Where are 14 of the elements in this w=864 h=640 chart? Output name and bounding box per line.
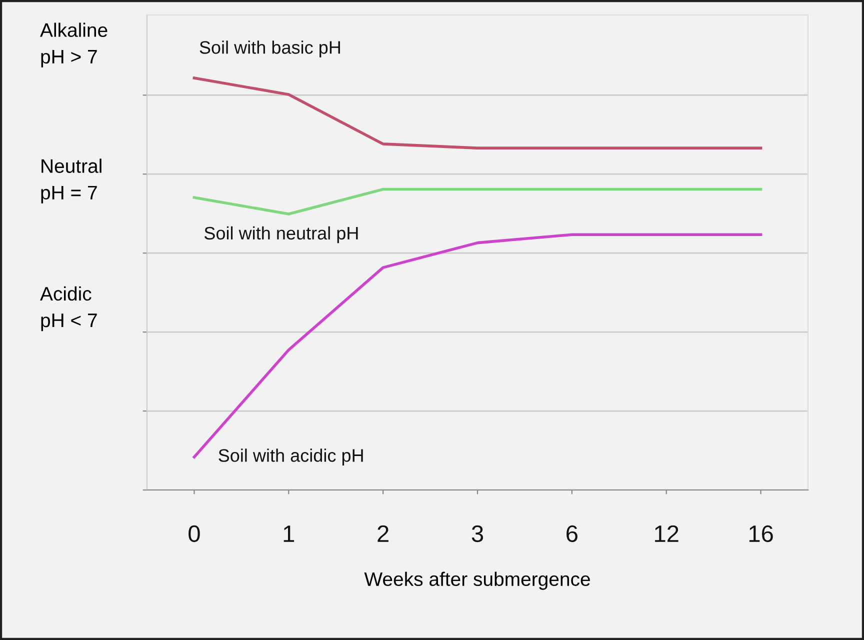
series-label: Soil with neutral pH <box>204 226 358 244</box>
x-tick-label: 1 <box>284 526 294 542</box>
series-label: Soil with basic pH <box>200 40 340 58</box>
x-tick-label: 6 <box>566 525 578 542</box>
x-tick-label: 2 <box>378 525 388 542</box>
x-tick-label: 0 <box>188 525 200 542</box>
text: Alkaline pH > 7 <box>40 22 108 68</box>
text: Neutral pH = 7 <box>41 158 102 204</box>
series-label: Soil with acidic pH <box>218 448 363 466</box>
x-tick-label: 16 <box>749 525 773 542</box>
text: Acidic pH < 7 <box>40 286 97 332</box>
x-tick-label: 12 <box>655 525 678 542</box>
x-tick-label: 3 <box>472 525 484 542</box>
x-axis-title: Weeks after submergence <box>364 572 590 590</box>
